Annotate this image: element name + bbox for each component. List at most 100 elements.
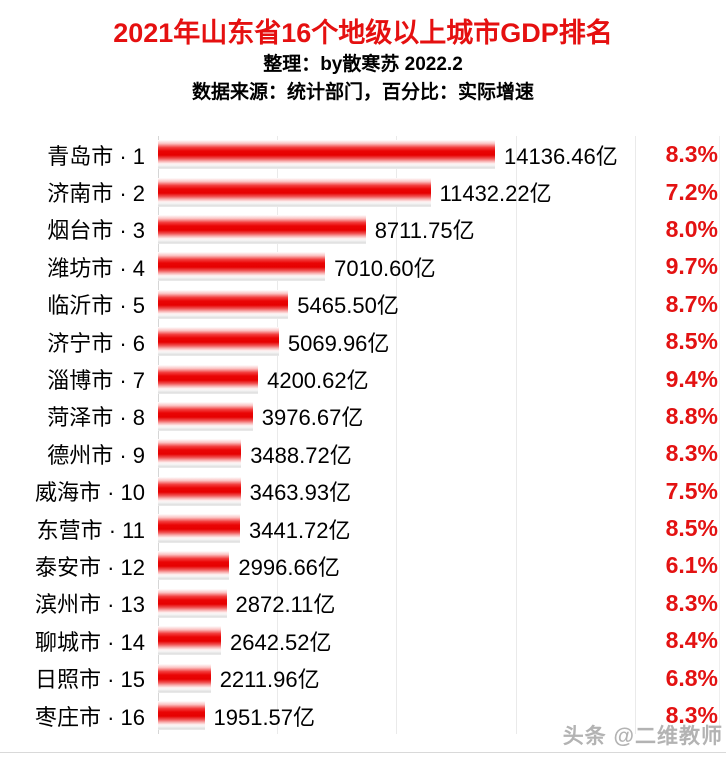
- bar-track: 8711.75亿: [158, 211, 640, 248]
- chart-header: 2021年山东省16个地级以上城市GDP排名 整理：by散寒苏 2022.2 数…: [0, 0, 726, 105]
- gdp-bar: [158, 588, 227, 618]
- gdp-value-label: 5465.50亿: [297, 293, 399, 319]
- table-row: 菏泽市 · 8 3976.67亿 8.8%: [0, 398, 726, 435]
- growth-rate-label: 8.5%: [665, 515, 718, 542]
- table-row: 东营市 · 11 3441.72亿 8.5%: [0, 510, 726, 547]
- city-rank-label: 临沂市 · 5: [47, 293, 145, 319]
- gdp-value-label: 14136.46亿: [504, 143, 618, 169]
- gdp-value-label: 2996.66亿: [238, 554, 340, 580]
- gdp-bar: [158, 214, 366, 244]
- gdp-bar: [158, 289, 289, 319]
- gdp-bar: [158, 177, 431, 207]
- gdp-bar: [158, 701, 205, 731]
- gridline: [635, 136, 636, 734]
- gdp-bar: [158, 327, 279, 357]
- table-row: 临沂市 · 5 5465.50亿 8.7%: [0, 286, 726, 323]
- gdp-bar: [158, 551, 230, 581]
- city-rank-label: 青岛市 · 1: [47, 143, 145, 169]
- gdp-value-label: 4200.62亿: [267, 368, 369, 394]
- gdp-value-label: 2211.96亿: [219, 667, 320, 693]
- gdp-value-label: 8711.75亿: [374, 218, 475, 244]
- gdp-value-label: 3441.72亿: [249, 517, 351, 543]
- table-row: 济南市 · 2 11432.22亿 7.2%: [0, 173, 726, 210]
- city-rank-label: 滨州市 · 13: [34, 592, 145, 618]
- table-row: 潍坊市 · 4 7010.60亿 9.7%: [0, 248, 726, 285]
- gdp-bar: [158, 439, 242, 469]
- watermark: 头条 @二维教师: [562, 725, 723, 748]
- growth-rate-label: 7.5%: [665, 477, 718, 504]
- gdp-value-label: 3976.67亿: [261, 405, 364, 431]
- table-row: 聊城市 · 14 2642.52亿 8.4%: [0, 622, 726, 659]
- table-row: 威海市 · 10 3463.93亿 7.5%: [0, 473, 726, 510]
- subtitle-credit: 整理：by散寒苏 2022.2: [263, 54, 463, 75]
- city-rank-label: 德州市 · 9: [47, 442, 145, 468]
- bottom-divider: [0, 752, 726, 753]
- gdp-bar: [158, 626, 221, 656]
- bar-track: 2642.52亿: [158, 622, 640, 659]
- gdp-bar: [158, 252, 326, 282]
- bar-track: 11432.22亿: [158, 173, 640, 210]
- growth-rate-label: 9.4%: [665, 365, 718, 392]
- gridline: [396, 136, 397, 734]
- gridline: [277, 136, 278, 734]
- gdp-value-label: 11432.22亿: [439, 181, 552, 207]
- gdp-bar: [158, 364, 259, 394]
- bar-track: 1951.57亿: [158, 697, 640, 734]
- city-rank-label: 威海市 · 10: [34, 480, 145, 506]
- bar-track: 5069.96亿: [158, 323, 640, 360]
- gdp-value-label: 7010.60亿: [334, 255, 436, 281]
- gdp-value-label: 2872.11亿: [235, 592, 336, 618]
- growth-rate-label: 9.7%: [665, 253, 718, 280]
- table-row: 青岛市 · 1 14136.46亿 8.3%: [0, 136, 726, 173]
- table-row: 淄博市 · 7 4200.62亿 9.4%: [0, 360, 726, 397]
- city-rank-label: 日照市 · 15: [34, 667, 145, 693]
- city-rank-label: 济南市 · 2: [47, 181, 145, 207]
- city-rank-label: 菏泽市 · 8: [47, 405, 145, 431]
- gdp-value-label: 3488.72亿: [250, 442, 352, 468]
- bar-chart: 青岛市 · 1 14136.46亿 8.3% 济南市 · 2 11432.22亿…: [0, 136, 726, 738]
- table-row: 泰安市 · 12 2996.66亿 6.1%: [0, 547, 726, 584]
- growth-rate-label: 8.3%: [665, 589, 718, 616]
- growth-rate-label: 8.3%: [665, 141, 718, 168]
- bar-track: 7010.60亿: [158, 248, 640, 285]
- table-row: 德州市 · 9 3488.72亿 8.3%: [0, 435, 726, 472]
- growth-rate-label: 8.5%: [665, 328, 718, 355]
- bar-track: 14136.46亿: [158, 136, 640, 173]
- city-rank-label: 淄博市 · 7: [47, 368, 145, 394]
- growth-rate-label: 8.0%: [665, 215, 718, 242]
- table-row: 济宁市 · 6 5069.96亿 8.5%: [0, 323, 726, 360]
- bar-track: 2211.96亿: [158, 659, 640, 696]
- gdp-value-label: 2642.52亿: [230, 629, 332, 655]
- table-row: 枣庄市 · 16 1951.57亿 8.3%: [0, 697, 726, 734]
- table-row: 滨州市 · 13 2872.11亿 8.3%: [0, 585, 726, 622]
- growth-rate-label: 8.3%: [665, 702, 718, 729]
- bar-track: 3463.93亿: [158, 473, 640, 510]
- bar-track: 4200.62亿: [158, 360, 640, 397]
- gdp-bar: [158, 140, 495, 170]
- gdp-bar: [158, 401, 253, 431]
- gdp-bar: [158, 663, 211, 693]
- gdp-bar: [158, 476, 241, 506]
- city-rank-label: 烟台市 · 3: [47, 218, 145, 244]
- table-row: 烟台市 · 3 8711.75亿 8.0%: [0, 211, 726, 248]
- bar-track: 3488.72亿: [158, 435, 640, 472]
- table-row: 日照市 · 15 2211.96亿 6.8%: [0, 659, 726, 696]
- bar-track: 2996.66亿: [158, 547, 640, 584]
- bar-track: 3441.72亿: [158, 510, 640, 547]
- city-rank-label: 潍坊市 · 4: [47, 255, 145, 281]
- growth-rate-label: 8.4%: [665, 627, 718, 654]
- plot-border-line: [719, 136, 720, 734]
- page-title: 2021年山东省16个地级以上城市GDP排名: [113, 18, 613, 48]
- growth-rate-label: 8.3%: [665, 440, 718, 467]
- gdp-value-label: 3463.93亿: [249, 480, 352, 506]
- growth-rate-label: 6.1%: [665, 552, 718, 579]
- gdp-bar: [158, 514, 240, 544]
- gridline: [516, 136, 517, 734]
- gdp-value-label: 1951.57亿: [213, 704, 316, 730]
- city-rank-label: 枣庄市 · 16: [34, 704, 145, 730]
- subtitle-source: 数据来源：统计部门，百分比：实际增速: [191, 82, 534, 103]
- bar-track: 2872.11亿: [158, 585, 640, 622]
- growth-rate-label: 6.8%: [665, 664, 718, 691]
- growth-rate-label: 7.2%: [665, 178, 718, 205]
- axis-line: [158, 136, 159, 734]
